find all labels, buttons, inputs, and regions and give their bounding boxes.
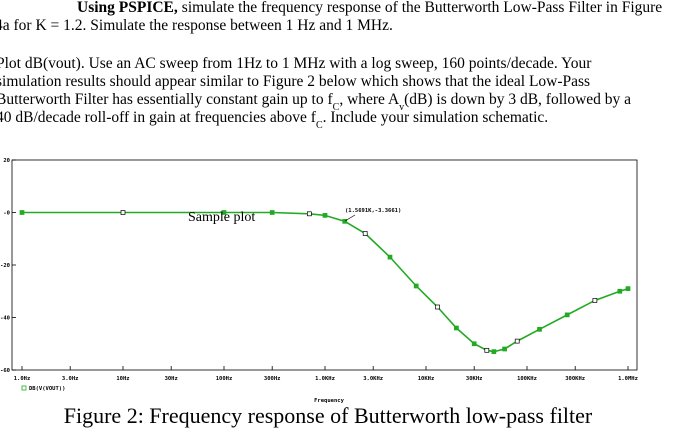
- line-text: , where A: [339, 91, 400, 108]
- point-marker: [342, 218, 348, 224]
- point-marker: [387, 254, 393, 260]
- legend-swatch: [21, 385, 27, 391]
- x-tick-label: 1.0Hz: [14, 376, 31, 382]
- x-tick-label: 100KHz: [517, 376, 537, 382]
- x-tick-label: 30Hz: [165, 376, 178, 382]
- point-marker: [413, 283, 419, 289]
- y-tick-label: 20: [3, 158, 10, 164]
- point-marker: [617, 288, 623, 294]
- x-tick-label: 10KHz: [418, 376, 435, 382]
- paragraph-2-line: simulation results should appear similar…: [0, 73, 590, 90]
- y-tick-label: -40: [0, 316, 10, 322]
- point-marker: [221, 210, 227, 215]
- subscript: v: [399, 102, 404, 113]
- x-tick-label: 1.0MHz: [618, 376, 638, 382]
- annotation-pointer: [344, 214, 356, 222]
- point-marker: [514, 338, 520, 344]
- annotation: Sample plot: [188, 210, 255, 225]
- line-text: simulate the frequency response of the B…: [182, 0, 663, 16]
- point-marker: [322, 213, 328, 218]
- point-marker: [502, 346, 507, 352]
- point-marker: [564, 312, 570, 318]
- point-marker: [491, 349, 497, 354]
- paragraph-2: Plot dB(vout). Use an AC sweep from 1Hz …: [0, 55, 631, 131]
- point-marker: [269, 210, 275, 215]
- plot-frame: [11, 159, 638, 371]
- line-text: Plot dB(vout). Use an AC sweep from 1Hz …: [0, 55, 592, 72]
- series-line: [22, 211, 629, 353]
- plot: 20 -0 -20 -40 -60 1.0Hz 3.0Hz 10Hz 30Hz 100Hz 300H…: [0, 158, 638, 404]
- line-text: . Include your simulation schematic.: [323, 109, 549, 126]
- legend-label: DB(V(VOUT)): [29, 386, 65, 392]
- x-tick-label: 30KHz: [466, 376, 483, 382]
- point-marker: [307, 211, 312, 217]
- y-tick-label: -60: [0, 368, 10, 374]
- paragraph-2-line: Plot dB(vout). Use an AC sweep from 1Hz …: [0, 55, 592, 72]
- annotation: (1.5691K,-3.3661): [345, 208, 401, 214]
- point-marker: [19, 210, 25, 215]
- line-text: Butterworth Filter has essentially const…: [0, 91, 333, 108]
- point-marker: [625, 286, 631, 291]
- paragraph-1-line-2: 4a for K = 1.2. Simulate the response be…: [0, 17, 393, 34]
- point-marker: [484, 347, 490, 353]
- point-marker: [362, 231, 368, 236]
- x-tick-label: 3.0Hz: [62, 376, 79, 382]
- point-marker: [435, 304, 440, 310]
- line-text: (dB) is down by 3 dB, followed by a: [404, 91, 631, 108]
- paragraph-2-line: 40 dB/decade roll-off in gain at frequen…: [0, 109, 548, 131]
- subscript: C: [316, 120, 323, 131]
- x-tick-label: 1.0KHz: [315, 376, 335, 382]
- figure-caption: Figure 2: Frequency response of Butterwo…: [64, 403, 593, 428]
- x-axis-label: Frequency: [314, 398, 344, 404]
- y-tick-label: -0: [3, 211, 10, 217]
- x-tick-label: 10Hz: [116, 376, 129, 382]
- subscript: C: [333, 102, 340, 113]
- point-marker: [454, 325, 459, 331]
- point-marker: [592, 298, 598, 303]
- point-marker: [120, 210, 126, 215]
- x-tick-label: 3.0KHz: [363, 376, 383, 382]
- line-text: 40 dB/decade roll-off in gain at frequen…: [0, 109, 317, 126]
- x-tick-label: 300KHz: [565, 376, 585, 382]
- point-marker: [537, 326, 542, 332]
- paragraph-1-line-1: Using PSPICE, simulate the frequency resp…: [77, 0, 662, 16]
- y-tick-label: -20: [0, 263, 10, 269]
- bold-lead: Using PSPICE,: [77, 0, 178, 16]
- x-tick-label: 300Hz: [264, 376, 281, 382]
- point-marker: [471, 341, 477, 347]
- line-text: simulation results should appear similar…: [0, 73, 590, 90]
- x-tick-label: 100Hz: [216, 376, 233, 382]
- paragraph-2-line: Butterworth Filter has essentially const…: [0, 91, 631, 113]
